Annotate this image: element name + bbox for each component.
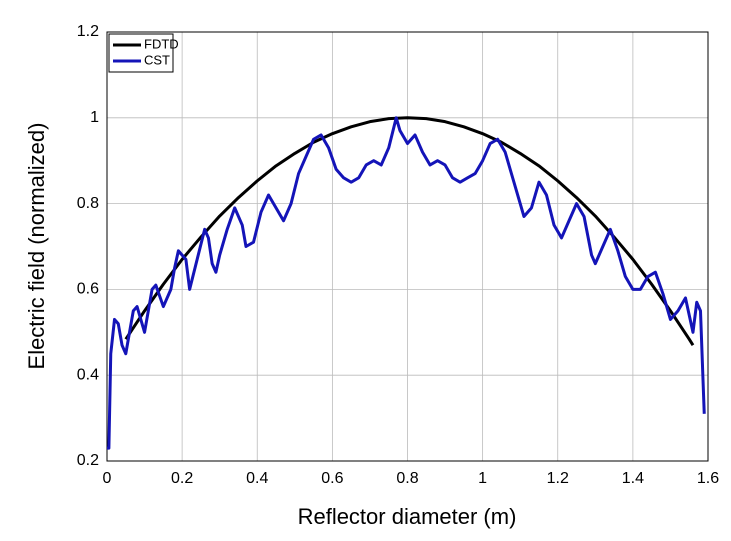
x-tick-label: 0 bbox=[103, 470, 112, 487]
x-tick-label: 1 bbox=[478, 470, 487, 487]
legend-box bbox=[108, 33, 174, 73]
legend-label: FDTD bbox=[144, 36, 179, 51]
x-axis-label: Reflector diameter (m) bbox=[298, 504, 517, 529]
y-tick-label: 1.2 bbox=[77, 23, 99, 40]
x-tick-label: 1.2 bbox=[547, 470, 569, 487]
y-tick-label: 0.8 bbox=[77, 195, 99, 212]
x-tick-label: 1.4 bbox=[622, 470, 644, 487]
plot-frame bbox=[106, 31, 709, 462]
series-line bbox=[107, 116, 706, 450]
x-tick-label: 0.8 bbox=[396, 470, 418, 487]
legend-label: CST bbox=[144, 52, 170, 67]
y-tick-label: 0.4 bbox=[77, 366, 99, 383]
y-tick-label: 0.6 bbox=[77, 281, 99, 298]
x-tick-label: 0.6 bbox=[321, 470, 343, 487]
x-tick-label: 1.6 bbox=[697, 470, 719, 487]
x-tick-label: 0.4 bbox=[246, 470, 268, 487]
y-tick-label: 1 bbox=[90, 109, 99, 126]
x-tick-label: 0.2 bbox=[171, 470, 193, 487]
y-axis-label: Electric field (normalized) bbox=[24, 123, 49, 370]
y-tick-label: 0.2 bbox=[77, 452, 99, 469]
